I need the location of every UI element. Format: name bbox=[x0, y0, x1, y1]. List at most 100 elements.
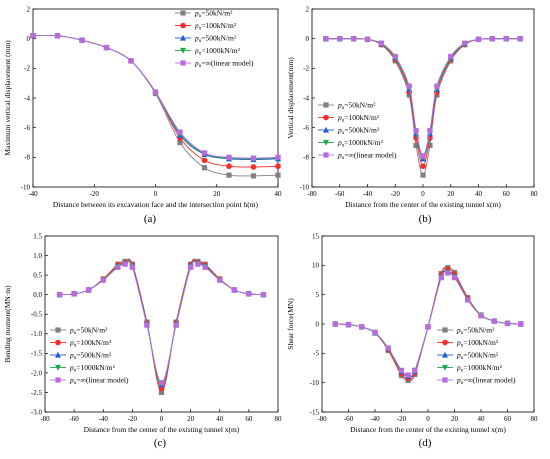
data-point bbox=[438, 275, 444, 281]
y-tick-label: -3.0 bbox=[31, 408, 43, 416]
data-point bbox=[201, 157, 208, 164]
x-tick-label: -20 bbox=[128, 415, 138, 423]
data-point bbox=[413, 128, 419, 134]
x-tick-label: 60 bbox=[503, 190, 511, 198]
x-tick-label: 40 bbox=[475, 190, 483, 198]
data-point bbox=[445, 270, 451, 276]
series-5 bbox=[323, 36, 523, 159]
data-point bbox=[491, 318, 497, 324]
data-point bbox=[202, 264, 208, 270]
data-point bbox=[201, 165, 208, 171]
legend-marker bbox=[180, 60, 186, 66]
y-tick-label: 2 bbox=[306, 5, 310, 13]
data-point bbox=[413, 142, 419, 149]
y-tick-label: -0.5 bbox=[31, 311, 43, 319]
x-tick-label: -20 bbox=[90, 190, 100, 198]
legend-entry: pu=500kN/m² bbox=[194, 34, 237, 45]
series-line bbox=[32, 34, 279, 159]
y-tick-label: -4 bbox=[24, 94, 30, 102]
data-point bbox=[503, 36, 509, 42]
data-point bbox=[217, 277, 223, 283]
data-point bbox=[275, 172, 281, 178]
data-point bbox=[427, 128, 433, 134]
legend-entry: pu=1000kN/m² bbox=[456, 363, 503, 374]
data-point bbox=[188, 264, 194, 270]
y-tick-label: 0 bbox=[316, 320, 320, 328]
data-point bbox=[425, 324, 431, 330]
data-point bbox=[427, 142, 433, 149]
legend-marker bbox=[55, 339, 61, 346]
data-point bbox=[173, 322, 179, 328]
legend-marker bbox=[180, 22, 186, 29]
y-tick-label: 0.0 bbox=[33, 291, 42, 299]
data-point bbox=[462, 40, 468, 46]
y-axis-label: Maximum vertical displacement (mm) bbox=[3, 40, 12, 156]
data-point bbox=[122, 261, 128, 267]
panel-label: (d) bbox=[419, 437, 432, 449]
x-tick-label: -80 bbox=[40, 415, 50, 423]
x-axis-label: Distance from the center of the existing… bbox=[345, 200, 501, 209]
x-tick-label: 80 bbox=[531, 415, 539, 423]
data-point bbox=[392, 53, 398, 60]
data-point bbox=[332, 321, 338, 327]
data-point bbox=[144, 322, 150, 328]
y-tick-label: -2 bbox=[24, 65, 30, 73]
legend-entry: pu=500kN/m² bbox=[337, 126, 380, 137]
y-tick-label: 0 bbox=[27, 35, 31, 43]
data-point bbox=[103, 44, 110, 51]
legend-marker bbox=[180, 47, 186, 54]
chart-panel-2: -80 -60 -40 -20 0 20 40 60 80-10-8-6-4-202Distan… bbox=[286, 5, 538, 225]
x-tick-label: -40 bbox=[363, 190, 373, 198]
legend-marker bbox=[323, 114, 329, 121]
legend-entry: pu=50kN/m² bbox=[337, 101, 376, 112]
data-point bbox=[475, 36, 482, 43]
data-point bbox=[71, 291, 77, 297]
data-point bbox=[86, 287, 92, 293]
y-tick-label: -2.5 bbox=[31, 389, 43, 397]
legend-marker bbox=[323, 139, 329, 146]
x-tick-label: -80 bbox=[317, 415, 327, 423]
data-point bbox=[158, 380, 165, 386]
data-point bbox=[337, 36, 343, 42]
x-tick-label: 20 bbox=[187, 415, 195, 423]
series-2 bbox=[30, 32, 281, 170]
legend-marker bbox=[323, 102, 329, 108]
x-tick-label: 60 bbox=[504, 415, 512, 423]
legend-entry: pu=50kN/m² bbox=[194, 9, 233, 20]
x-tick-label: -40 bbox=[370, 415, 380, 423]
legend-entry: pu=50kN/m² bbox=[456, 326, 495, 337]
data-point bbox=[372, 329, 378, 335]
x-axis-label: Distance from the center of the existing… bbox=[84, 425, 240, 434]
data-point bbox=[351, 36, 357, 42]
data-point bbox=[246, 291, 252, 297]
data-point bbox=[323, 36, 329, 42]
x-tick-label: 80 bbox=[531, 190, 539, 198]
legend-marker bbox=[323, 152, 329, 158]
data-point bbox=[250, 164, 257, 170]
data-point bbox=[465, 297, 471, 303]
data-point bbox=[364, 36, 371, 43]
legend-marker bbox=[180, 10, 186, 16]
x-tick-label: 20 bbox=[451, 415, 459, 423]
data-point bbox=[275, 163, 281, 170]
y-tick-label: -2.0 bbox=[31, 369, 43, 377]
legend-entry: pu=100kN/m² bbox=[69, 338, 112, 349]
legend-entry: pu=1000kN/m² bbox=[69, 363, 116, 374]
x-tick-label: 0 bbox=[421, 190, 425, 198]
y-tick-label: 0 bbox=[306, 35, 310, 43]
y-tick-label: -8 bbox=[24, 154, 30, 162]
series-4 bbox=[30, 33, 281, 163]
y-tick-label: -6 bbox=[303, 124, 309, 132]
data-point bbox=[420, 163, 426, 170]
series-line bbox=[32, 34, 279, 168]
legend-marker bbox=[323, 126, 329, 133]
data-point bbox=[359, 324, 365, 330]
legend-entry: pu=500kN/m² bbox=[456, 351, 499, 362]
data-point bbox=[56, 292, 63, 298]
data-point bbox=[504, 320, 511, 327]
data-point bbox=[195, 261, 201, 267]
data-point bbox=[250, 173, 257, 179]
x-tick-label: 40 bbox=[275, 190, 283, 198]
y-tick-label: 0.5 bbox=[33, 272, 42, 280]
